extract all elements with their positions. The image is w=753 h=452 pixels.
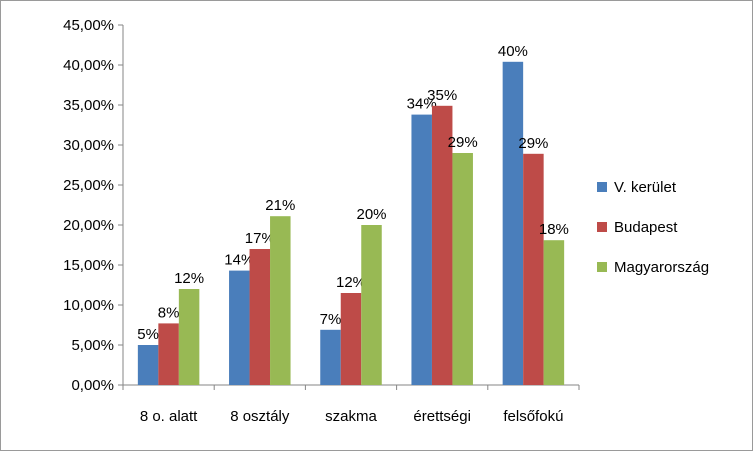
data-label: 14% — [224, 252, 254, 269]
y-tick-label: 20,00% — [63, 217, 114, 234]
legend-label: Budapest — [614, 219, 678, 236]
data-label: 29% — [518, 135, 548, 152]
bar — [340, 293, 362, 385]
bar — [543, 240, 565, 385]
bar — [452, 153, 473, 385]
data-label: 34% — [407, 96, 437, 113]
data-label: 35% — [427, 87, 457, 104]
x-tick-label: szakma — [325, 408, 377, 425]
data-label: 17% — [245, 230, 275, 247]
legend-label: Magyarország — [614, 259, 709, 276]
bar — [158, 323, 179, 385]
bar — [523, 153, 544, 385]
data-label: 8% — [158, 304, 180, 321]
y-tick-label: 40,00% — [63, 57, 114, 74]
x-tick-label: érettségi — [413, 408, 471, 425]
data-label: 7% — [320, 311, 342, 328]
data-label: 29% — [448, 134, 478, 151]
legend-swatch — [597, 262, 607, 272]
bar — [320, 329, 341, 385]
y-tick-label: 35,00% — [63, 97, 114, 114]
data-label: 21% — [265, 197, 295, 214]
y-tick-label: 25,00% — [63, 177, 114, 194]
data-label: 5% — [137, 326, 159, 343]
data-label: 40% — [498, 43, 528, 60]
data-label: 12% — [336, 274, 366, 291]
y-tick-label: 15,00% — [63, 257, 114, 274]
y-tick-label: 0,00% — [71, 377, 114, 394]
bar — [249, 249, 271, 385]
bar — [270, 216, 291, 385]
data-label: 20% — [356, 206, 386, 223]
data-label: 12% — [174, 270, 204, 287]
y-tick-label: 10,00% — [63, 297, 114, 314]
bar — [361, 225, 382, 385]
x-tick-label: 8 osztály — [230, 408, 290, 425]
bar — [178, 289, 200, 385]
x-tick-label: 8 o. alatt — [140, 408, 198, 425]
legend-swatch — [597, 182, 607, 192]
data-label: 18% — [539, 221, 569, 238]
legend-swatch — [597, 222, 607, 232]
bar — [502, 61, 524, 386]
y-tick-label: 30,00% — [63, 137, 114, 154]
bar — [431, 105, 453, 386]
bar — [411, 114, 432, 385]
x-tick-label: felsőfokú — [503, 408, 563, 425]
y-tick-label: 5,00% — [71, 337, 114, 354]
bar — [137, 345, 159, 385]
bar — [229, 270, 250, 385]
y-tick-label: 45,00% — [63, 17, 114, 34]
legend-label: V. kerület — [614, 179, 677, 196]
